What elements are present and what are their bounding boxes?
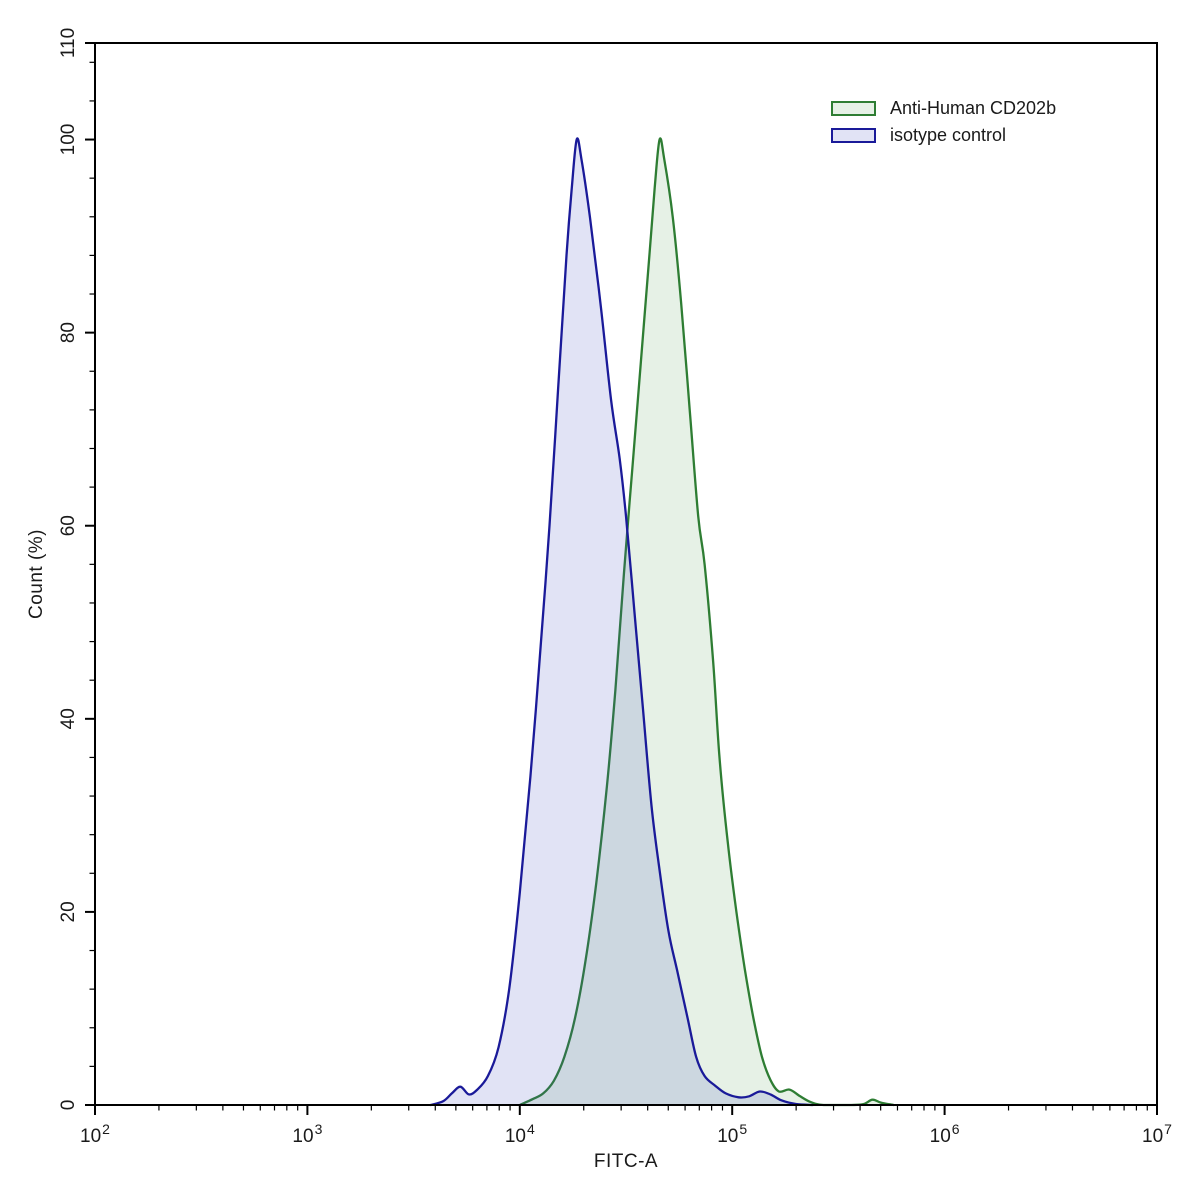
y-axis-title: Count (%) — [26, 528, 47, 620]
y-tick-label: 80 — [58, 322, 79, 343]
y-tick-label: 40 — [58, 708, 79, 729]
y-tick-label: 20 — [58, 901, 79, 922]
y-tick-label: 60 — [58, 515, 79, 536]
legend-item-isotype-control: isotype control — [831, 126, 1056, 144]
x-tick-label: 104 — [505, 1121, 535, 1147]
x-tick-label: 107 — [1142, 1121, 1172, 1147]
series-line-anti-human-cd202b — [518, 137, 895, 1107]
legend-item-anti-human-cd202b: Anti-Human CD202b — [831, 99, 1056, 117]
legend-label-anti-human-cd202b: Anti-Human CD202b — [890, 98, 1057, 118]
y-tick-label: 100 — [58, 124, 79, 156]
plot-frame — [94, 42, 1158, 1106]
legend-swatch-0 — [831, 100, 876, 116]
series-line-isotype-control — [429, 137, 815, 1107]
y-axis-ticks: 0 20 40 60 80 100 110 — [58, 28, 95, 1110]
x-tick-label: 106 — [930, 1121, 960, 1147]
x-tick-label: 105 — [717, 1121, 747, 1147]
y-tick-label: 0 — [58, 1100, 79, 1111]
x-axis-ticks: 102 103 104 105 106 107 — [80, 1105, 1172, 1147]
series-fill-isotype-control — [430, 138, 813, 1106]
legend: Anti-Human CD202b isotype control — [831, 99, 1056, 144]
legend-swatch-1 — [831, 127, 876, 143]
x-tick-label: 103 — [292, 1121, 322, 1147]
series-layer — [429, 137, 895, 1107]
x-tick-label: 102 — [80, 1121, 110, 1147]
legend-label-isotype-control: isotype control — [890, 125, 1007, 145]
series-fill-anti-human-cd202b — [519, 138, 894, 1106]
y-tick-label: 110 — [58, 28, 79, 58]
x-axis-title: FITC-A — [593, 1151, 659, 1172]
